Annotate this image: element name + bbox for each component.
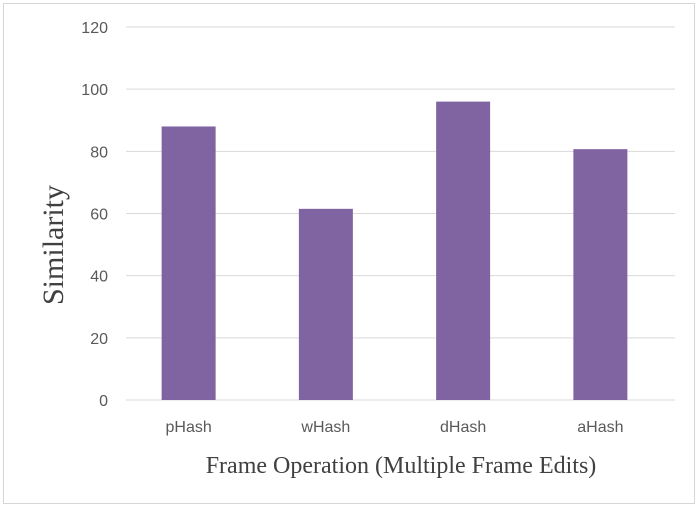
y-tick-label: 0 xyxy=(99,393,108,410)
y-tick-label: 40 xyxy=(90,269,108,286)
bar-phash xyxy=(161,126,216,400)
y-tick-label: 20 xyxy=(90,331,108,348)
x-tick-label: pHash xyxy=(166,419,212,436)
y-tick-label: 120 xyxy=(81,20,108,37)
y-tick-label: 100 xyxy=(81,82,108,99)
bar-dhash xyxy=(436,101,491,400)
x-axis-ticks: pHash wHash dHash aHash xyxy=(166,419,624,436)
bar-whash xyxy=(298,208,353,400)
y-axis-label: Similarity xyxy=(37,185,70,305)
bar-ahash xyxy=(573,149,628,400)
x-axis-label: Frame Operation (Multiple Frame Edits) xyxy=(206,453,597,479)
y-tick-label: 80 xyxy=(90,144,108,161)
y-tick-label: 60 xyxy=(90,207,108,224)
bars xyxy=(161,101,628,400)
x-tick-label: wHash xyxy=(300,419,350,436)
x-tick-label: dHash xyxy=(440,419,486,436)
x-tick-label: aHash xyxy=(577,419,623,436)
y-axis-ticks: 0 20 40 60 80 100 120 xyxy=(81,20,108,410)
